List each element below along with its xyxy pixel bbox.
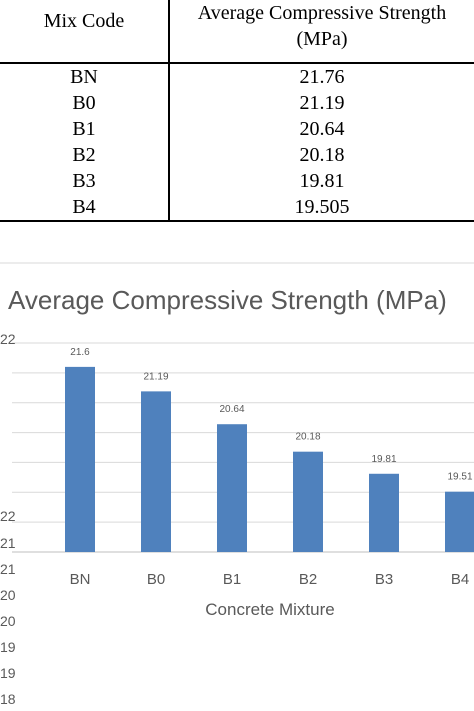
- bar: [65, 366, 95, 552]
- strength-cell: 19.81: [299, 170, 345, 192]
- y-tick-label: 21: [0, 535, 16, 551]
- table-row: B4 19.505: [0, 194, 474, 222]
- mix-code-cell: B0: [0, 90, 170, 116]
- table-row: B1 20.64: [0, 116, 474, 142]
- chart-bars: [65, 366, 474, 552]
- strength-cell: 21.19: [299, 92, 345, 114]
- bar-chart: Average Compressive Strength (MPa) 21.62…: [0, 262, 474, 707]
- data-label: 20.64: [219, 404, 244, 415]
- chart-title: Average Compressive Strength (MPa): [8, 285, 447, 315]
- header-average-strength: Average Compressive Strength (MPa): [169, 0, 474, 64]
- strength-cell: 20.18: [299, 144, 345, 166]
- data-table-section: Mix Code Average Compressive Strength (M…: [0, 0, 474, 222]
- y-tick-label: 22: [0, 508, 16, 524]
- bar: [369, 473, 399, 552]
- y-tick-label: 20: [0, 613, 16, 629]
- strength-cell: 19.505: [169, 194, 474, 222]
- x-tick-label: BN: [70, 571, 91, 588]
- bar: [217, 424, 247, 552]
- mix-code-cell: B4: [0, 194, 170, 222]
- header-average-strength-line1: Average Compressive Strength: [197, 2, 447, 24]
- chart-data-labels: 21.6 21.19 20.64 20.18 19.81 19.51: [70, 347, 473, 483]
- header-average-strength-line2: (MPa): [296, 28, 348, 50]
- table-row: B0 21.19: [0, 90, 474, 116]
- x-axis-label: Concrete Mixture: [205, 600, 334, 619]
- bar: [293, 451, 323, 552]
- table-header-row: Mix Code Average Compressive Strength (M…: [0, 0, 474, 64]
- bar: [445, 491, 474, 552]
- compressive-strength-table: Mix Code Average Compressive Strength (M…: [0, 0, 474, 222]
- mix-code-cell: B2: [0, 142, 170, 168]
- chart-x-tick-labels: BN B0 B1 B2 B3 B4: [70, 571, 470, 588]
- mix-code-cell: B3: [0, 168, 170, 194]
- mix-code-cell: B1: [0, 116, 170, 142]
- data-label: 19.81: [371, 454, 396, 465]
- data-label: 21.6: [70, 347, 90, 358]
- chart-y-tick-labels: 22 22 21 21 20 20 19 19 18: [0, 331, 16, 707]
- table-row: BN 21.76: [0, 63, 474, 90]
- y-tick-label: 20: [0, 587, 16, 603]
- mix-code-cell: BN: [0, 63, 170, 90]
- y-tick-label: 22: [0, 331, 16, 347]
- x-tick-label: B1: [223, 571, 241, 588]
- x-tick-label: B4: [451, 571, 469, 588]
- y-tick-label: 18: [0, 691, 16, 707]
- table-row: B3 19.81: [0, 168, 474, 194]
- x-tick-label: B3: [375, 571, 393, 588]
- strength-cell: 21.76: [299, 66, 345, 88]
- x-tick-label: B2: [299, 571, 317, 588]
- y-tick-label: 19: [0, 639, 16, 655]
- y-tick-label: 21: [0, 561, 16, 577]
- data-label: 21.19: [143, 371, 168, 382]
- table-row: B2 20.18: [0, 142, 474, 168]
- bar: [141, 391, 171, 552]
- y-tick-label: 19: [0, 665, 16, 681]
- data-label: 19.51: [447, 472, 472, 483]
- header-mix-code: Mix Code: [0, 0, 170, 64]
- strength-cell: 20.64: [299, 118, 345, 140]
- x-tick-label: B0: [147, 571, 165, 588]
- data-label: 20.18: [295, 432, 320, 443]
